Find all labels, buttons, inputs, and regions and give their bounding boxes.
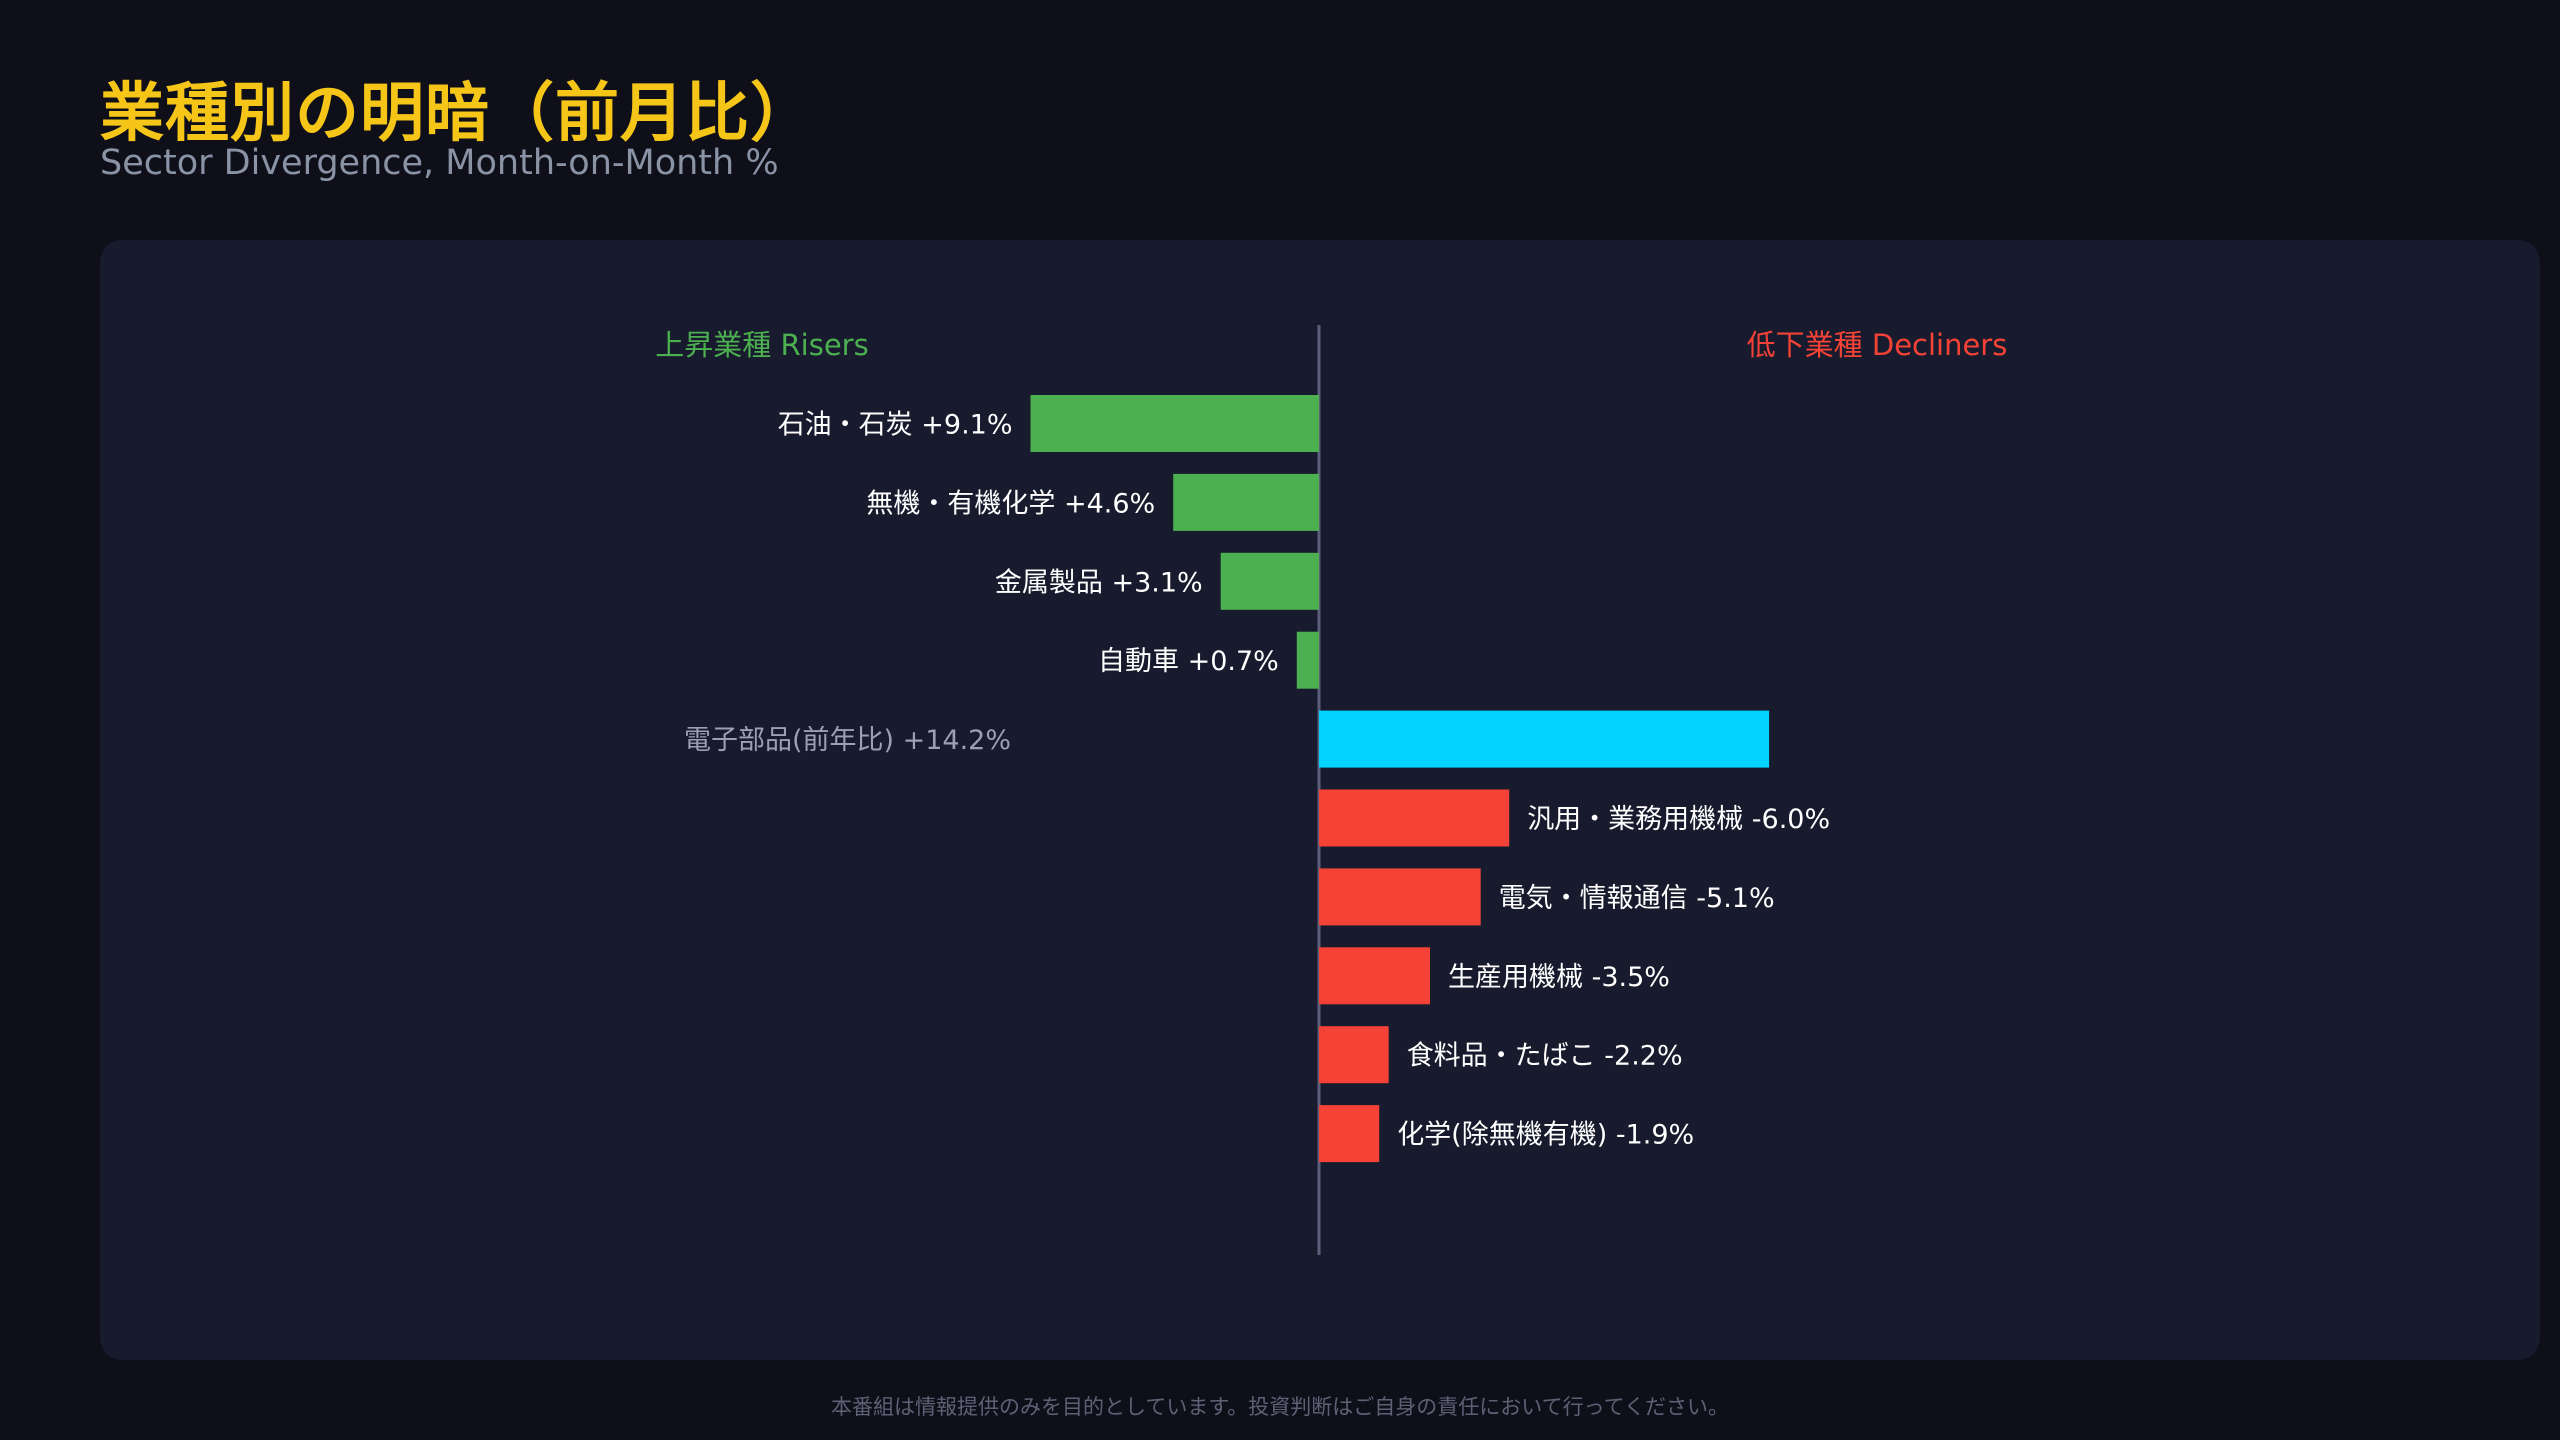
disclaimer: 本番組は情報提供のみを目的としています。投資判断はご自身の責任において行ってくだ…	[831, 1395, 1729, 1419]
chart-panel: 上昇業種 Risers 低下業種 Decliners 石油・石炭 +9.1% 無機…	[100, 240, 2540, 1360]
bar-label-2: 無機・有機化学 +4.6%	[866, 488, 1155, 519]
bar-5	[1319, 710, 1770, 768]
bar-label-6: 汎用・業務用機械 -6.0%	[1527, 804, 1830, 835]
bar-label-5: 電子部品(前年比) +14.2%	[684, 725, 1011, 756]
bar-1	[1030, 395, 1319, 452]
bar-label-1: 石油・石炭 +9.1%	[778, 410, 1013, 441]
decliners-header: 低下業種 Decliners	[1747, 328, 2008, 362]
bar-label-3: 金属製品 +3.1%	[995, 567, 1203, 598]
bar-2	[1173, 473, 1319, 531]
bar-label-8: 生産用機械 -3.5%	[1448, 962, 1670, 993]
bar-3	[1220, 552, 1319, 610]
bar-10	[1319, 1105, 1380, 1163]
bar-9	[1319, 1026, 1389, 1084]
bar-label-4: 自動車 +0.7%	[1098, 646, 1279, 677]
risers-header: 上昇業種 Risers	[655, 328, 868, 362]
page-subtitle: Sector Divergence, Month-on-Month %	[100, 143, 779, 183]
bar-7	[1319, 868, 1481, 926]
bar-8	[1319, 947, 1430, 1005]
page-title: 業種別の明暗（前月比）	[100, 77, 815, 151]
bar-label-7: 電気・情報通信 -5.1%	[1499, 883, 1775, 914]
diverging-bar-chart: 上昇業種 Risers 低下業種 Decliners 石油・石炭 +9.1% 無機…	[655, 325, 2008, 1255]
bars-group: 石油・石炭 +9.1% 無機・有機化学 +4.6% 金属製品 +3.1% 自動車 +0…	[684, 395, 1830, 1163]
bar-4	[1296, 631, 1319, 689]
bar-label-10: 化学(除無機有機) -1.9%	[1397, 1120, 1694, 1151]
bar-6	[1319, 789, 1510, 847]
bar-label-9: 食料品・たばこ -2.2%	[1407, 1041, 1683, 1072]
